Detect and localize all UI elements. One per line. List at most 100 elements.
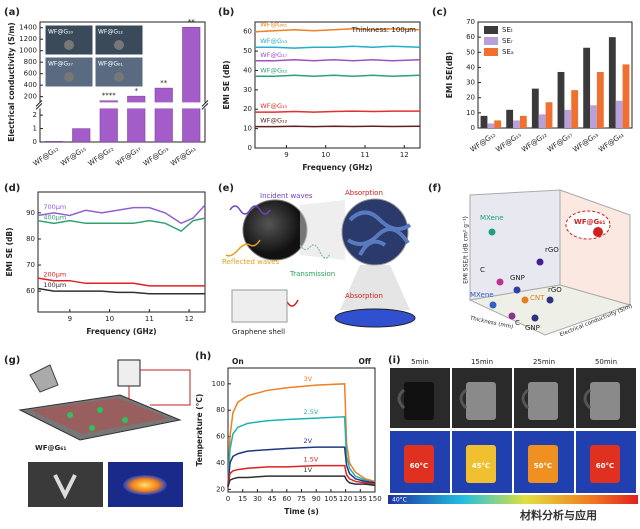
label: Transmission [289, 270, 335, 278]
x-tick-label: WF@G₁₅ [59, 145, 87, 168]
y-axis-label: Electrical conductivity (S/m) [7, 22, 16, 141]
bar [487, 123, 495, 128]
panel-label: (f) [428, 183, 442, 194]
y-tick-label: 800 [24, 58, 37, 66]
bar [44, 141, 63, 143]
point [508, 312, 516, 320]
y-axis-label: EMI SE(dB) [445, 52, 454, 98]
line [255, 74, 421, 78]
mug-handle [583, 388, 592, 410]
plot-frame [254, 21, 421, 149]
x-tick-label: WF@G₁₅ [494, 131, 522, 154]
y-tick-label: 1 [33, 125, 37, 133]
label: GNP [525, 324, 540, 332]
x-tick-label: 120 [339, 495, 352, 503]
y-tick-label: 20 [216, 485, 225, 493]
series-label: 100μm [43, 281, 66, 289]
thermal-mug [466, 445, 496, 483]
label: CNT [530, 294, 545, 302]
thermal-mug [590, 445, 620, 483]
bar [506, 109, 514, 128]
point [489, 301, 497, 309]
axis-label: EMI SSE/t (dB cm² g⁻¹) [463, 216, 470, 284]
y-tick-label: 50 [466, 48, 475, 56]
zoom-cone [300, 200, 345, 260]
panel-g: (g) WF@G₆₁ [4, 355, 191, 507]
series-label: WF@G₃₇ [260, 51, 287, 59]
bar [531, 88, 539, 128]
line [255, 45, 421, 49]
x-tick-label: 12 [400, 151, 409, 159]
mug [590, 382, 620, 420]
y-tick-label: 1000 [19, 47, 37, 55]
panel-f: (f) WF@G₆₁ MXene rGO C GNP CNT MXene rGO… [428, 183, 633, 338]
y-tick-label: 10 [466, 109, 475, 117]
x-tick-label: WF@G₁₂ [32, 145, 60, 168]
y-tick-label: 70 [26, 261, 35, 269]
y-tick-label: 60 [26, 287, 35, 295]
label: C [515, 319, 520, 327]
plot-frame [37, 191, 206, 313]
significance: **** [102, 92, 117, 100]
y-tick-label: 60 [466, 33, 475, 41]
panel-label: (b) [218, 7, 234, 18]
label: MXene [480, 214, 504, 222]
series-label: 200μm [43, 271, 66, 279]
label: Graphene shell [232, 328, 285, 336]
bar [590, 105, 597, 128]
y-tick-label: 1200 [19, 35, 37, 43]
bar [596, 71, 604, 128]
line [227, 446, 376, 487]
bar [538, 114, 546, 128]
bar [480, 115, 488, 128]
legend-swatch [484, 26, 498, 34]
bar [519, 115, 527, 128]
inset-ball [114, 40, 124, 50]
line [37, 217, 206, 233]
bar [557, 71, 565, 128]
plot-frame [39, 21, 206, 143]
line [37, 277, 205, 287]
series-label: WF@G₁₂ [260, 117, 287, 125]
line [227, 416, 376, 487]
y-axis-label: EMI SE (dB) [222, 60, 231, 109]
bar [154, 87, 173, 143]
floor [468, 284, 632, 336]
y-tick-label: 40 [243, 66, 252, 74]
axis-break [36, 102, 209, 109]
label: rGO [545, 246, 559, 254]
label: Reflected waves [222, 258, 280, 266]
y-tick-label: 30 [243, 86, 252, 94]
panel-label: (a) [4, 7, 20, 18]
x-tick-label: WF@G₆₁ [169, 145, 197, 168]
temperature-label: 45°C [472, 462, 490, 470]
time-label: 25min [533, 358, 555, 366]
inset-label: WF@G₁₂ [98, 29, 123, 36]
x-tick-label: 150 [368, 495, 381, 503]
dot [89, 425, 95, 431]
x-tick-label: 11 [145, 315, 154, 323]
x-tick-label: 9 [68, 315, 72, 323]
y-tick-label: 40 [216, 459, 225, 467]
x-tick-label: WF@G₅₃ [571, 131, 599, 154]
thermal-mug [404, 445, 434, 483]
series-label: 1V [304, 466, 313, 474]
x-axis-label: Frequency (GHz) [86, 327, 156, 336]
legend-swatch [484, 37, 498, 45]
x-tick-label: WF@G₂₂ [520, 131, 548, 154]
series-label: WF@G₁₅ [260, 102, 287, 110]
y-tick-label: 600 [24, 70, 37, 78]
mug-handle [521, 388, 530, 410]
x-tick-label: 30 [253, 495, 262, 503]
bar [564, 109, 572, 128]
x-tick-label: 0 [226, 495, 230, 503]
dot [97, 407, 103, 413]
panel-label: (g) [4, 355, 20, 366]
power-supply [117, 359, 141, 387]
bar [615, 100, 623, 128]
bar [72, 128, 91, 143]
y-tick-label: 60 [243, 28, 252, 36]
y-tick-label: 80 [216, 406, 225, 414]
point [536, 258, 544, 266]
x-tick-label: 75 [297, 495, 306, 503]
